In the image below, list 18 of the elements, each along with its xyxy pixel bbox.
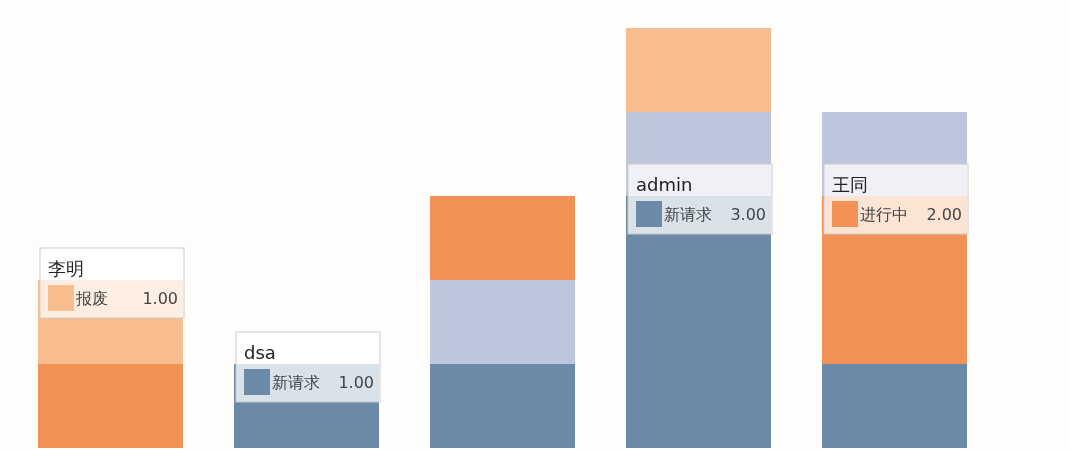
x-tick-label: admin [636,174,693,195]
text: 新请求 [664,205,712,224]
bar [38,364,183,448]
bar [430,280,575,364]
bar [626,28,771,112]
legend-label: 进行中 [860,205,908,224]
x-tick-label: dsa [244,342,276,363]
x-tick-label: 李明 [48,258,84,279]
legend-label: 新请求 [272,373,320,392]
bar [430,364,575,448]
data-label: 3.00 [730,205,766,224]
data-label: 2.00 [926,205,962,224]
bar [430,196,575,280]
data-label: 1.00 [338,373,374,392]
x-tick-label: 王同 [832,174,868,195]
legend-label: 报废 [75,289,108,308]
data-label: 1.00 [142,289,178,308]
bar [822,364,967,448]
